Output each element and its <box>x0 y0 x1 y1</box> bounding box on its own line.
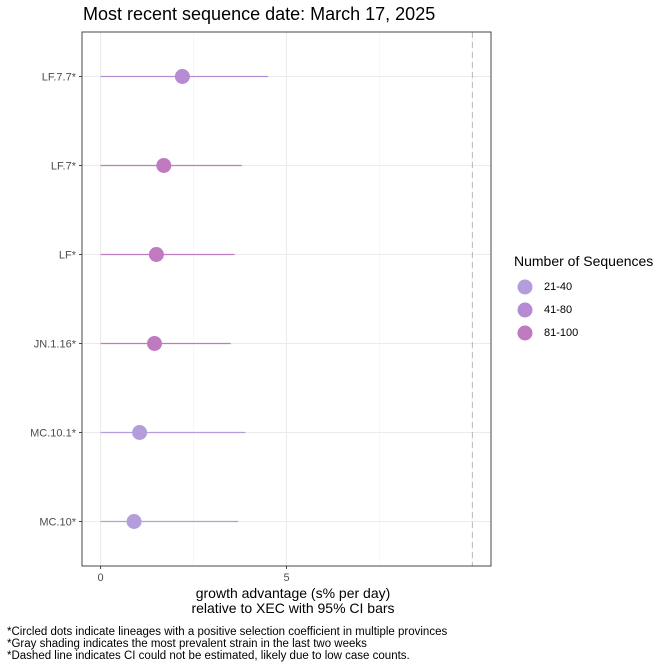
footnote: *Dashed line indicates CI could not be e… <box>7 650 410 662</box>
data-point <box>156 158 172 173</box>
y-tick-label: LF.7* <box>51 161 77 173</box>
legend-key <box>517 279 533 295</box>
chart-title: Most recent sequence date: March 17, 202… <box>83 4 436 24</box>
legend-title: Number of Sequences <box>514 253 654 269</box>
legend-key <box>517 302 533 318</box>
y-tick-label: MC.10* <box>39 517 76 529</box>
x-tick-label: 5 <box>283 572 289 584</box>
data-point <box>132 425 148 440</box>
data-point <box>147 336 163 351</box>
y-tick-label: LF.7.7* <box>42 72 77 84</box>
legend-label-41-80: 41-80 <box>544 304 573 316</box>
footnote: *Gray shading indicates the most prevale… <box>7 638 367 650</box>
footnotes: *Circled dots indicate lineages with a p… <box>7 626 447 662</box>
x-tick-label: 0 <box>98 572 104 584</box>
x-axis-label-line-1: growth advantage (s% per day) <box>195 585 391 601</box>
legend-label-21-40: 21-40 <box>544 281 573 293</box>
x-axis-label-line-2: relative to XEC with 95% CI bars <box>191 600 395 616</box>
data-point <box>126 514 142 529</box>
data-point <box>148 247 164 262</box>
y-tick-label: MC.10.1* <box>30 428 77 440</box>
data-point <box>174 69 190 84</box>
y-tick-label: LF* <box>59 250 77 262</box>
x-axis-label: growth advantage (s% per day) relative t… <box>95 586 491 616</box>
legend-key <box>517 325 533 341</box>
footnote: *Circled dots indicate lineages with a p… <box>7 626 448 638</box>
y-tick-label: JN.1.16* <box>34 339 77 351</box>
legend-label-81-100: 81-100 <box>544 327 579 339</box>
